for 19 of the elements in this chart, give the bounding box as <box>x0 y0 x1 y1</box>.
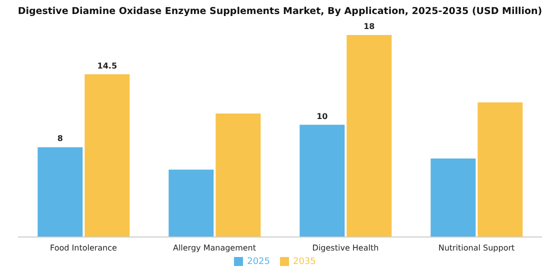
bar <box>168 170 214 237</box>
bar <box>300 124 345 237</box>
x-tick-label: Nutritional Support <box>438 244 515 253</box>
bar <box>346 35 392 237</box>
bar <box>430 158 476 237</box>
bar <box>84 74 130 237</box>
bar <box>38 147 83 237</box>
data-label: 14.5 <box>97 61 118 70</box>
x-tick-label: Digestive Health <box>312 244 379 253</box>
x-tick-label: Food Intolerance <box>50 244 118 253</box>
data-label: 18 <box>364 22 376 31</box>
data-label: 10 <box>316 112 328 121</box>
x-tick-label: Allergy Management <box>172 244 256 253</box>
legend-label: 2035 <box>293 257 316 267</box>
legend-label: 2025 <box>247 257 270 267</box>
bar <box>478 102 523 237</box>
bar <box>216 114 261 237</box>
chart-title: Digestive Diamine Oxidase Enzyme Supplements Market, By Application, 2025-2035 (USD Million) <box>16 6 544 17</box>
data-label: 8 <box>57 134 64 144</box>
